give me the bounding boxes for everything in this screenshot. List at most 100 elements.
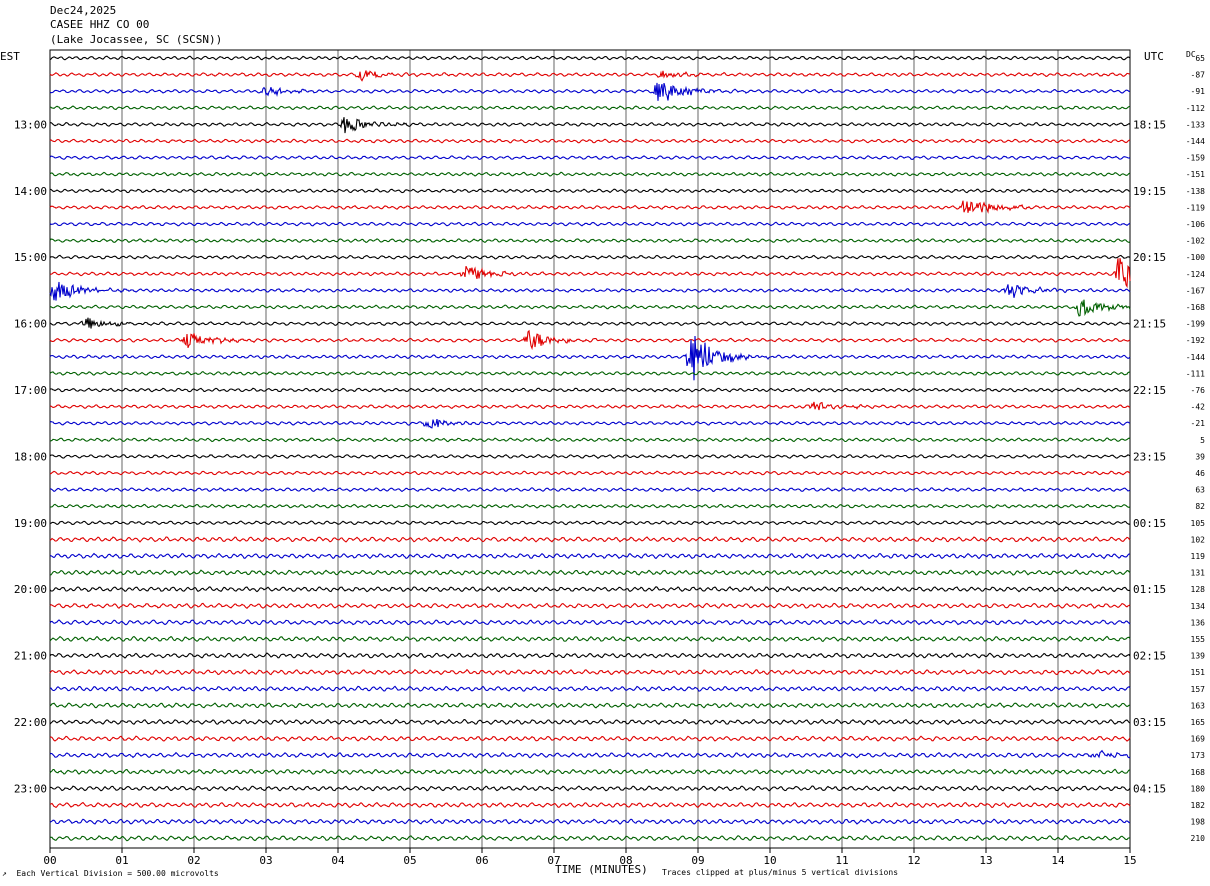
left-hour-label: 16:00 (14, 318, 47, 331)
seismic-trace (49, 105, 1131, 111)
dc-offset-label: -76 (1191, 386, 1206, 395)
left-timezone-label: EST (0, 50, 20, 63)
left-hour-label: 23:00 (14, 782, 47, 795)
seismic-trace (49, 138, 1131, 144)
dc-offset-label: 102 (1191, 535, 1206, 544)
dc-offset-label: -168 (1186, 303, 1205, 312)
dc-offset-label: -133 (1186, 120, 1205, 129)
dc-offset-label: 82 (1195, 502, 1205, 511)
x-tick-label: 00 (43, 854, 56, 867)
x-tick-label: 01 (115, 854, 128, 867)
left-hour-label: 19:00 (14, 517, 47, 530)
dc-offset-label: 65 (1195, 54, 1205, 63)
dc-offset-label: -151 (1186, 170, 1205, 179)
x-tick-label: 03 (259, 854, 272, 867)
dc-offset-label: -124 (1186, 270, 1205, 279)
dc-offset-label: -199 (1186, 320, 1205, 329)
right-hour-label: 04:15 (1133, 782, 1166, 795)
dc-offset-label: -21 (1191, 419, 1206, 428)
seismic-trace (49, 370, 1131, 376)
dc-offset-label: -119 (1186, 203, 1205, 212)
seismic-trace (49, 835, 1131, 842)
dc-offset-label: -100 (1186, 253, 1205, 262)
seismic-trace (50, 487, 1131, 493)
left-hour-label: 22:00 (14, 716, 47, 729)
seismic-trace (49, 718, 1131, 726)
station-location: (Lake Jocassee, SC (SCSN)) (50, 33, 223, 46)
x-tick-label: 12 (907, 854, 920, 867)
x-tick-label: 09 (691, 854, 704, 867)
x-tick-label: 15 (1123, 854, 1136, 867)
x-tick-label: 05 (403, 854, 416, 867)
dc-offset-label: 163 (1191, 701, 1206, 710)
seismic-trace (49, 200, 1131, 214)
left-hour-label: 21:00 (14, 650, 47, 663)
plot-date: Dec24,2025 (50, 4, 117, 17)
dc-offset-label: 198 (1191, 818, 1206, 827)
seismic-trace (49, 619, 1131, 626)
seismic-trace (49, 652, 1131, 659)
dc-offset-label: -87 (1191, 71, 1206, 80)
seismic-trace (49, 171, 1131, 177)
dc-offset-label: 182 (1191, 801, 1206, 810)
right-hour-label: 18:15 (1133, 118, 1166, 131)
seismic-trace (49, 254, 1131, 260)
seismic-trace (49, 335, 1131, 381)
seismic-trace (49, 569, 1131, 576)
seismic-trace (49, 317, 1131, 329)
seismic-trace (49, 117, 1131, 134)
seismic-trace (49, 668, 1131, 676)
dc-offset-label: -167 (1186, 286, 1205, 295)
dc-offset-label: 169 (1191, 735, 1206, 744)
dc-offset-label: 63 (1195, 486, 1205, 495)
station-id: CASEE HHZ CO 00 (50, 18, 150, 31)
seismic-trace (49, 749, 1131, 759)
dc-offset-label: 210 (1191, 834, 1206, 843)
right-timezone-label: UTC (1144, 50, 1164, 63)
scale-note: ↗ Each Vertical Division = 500.00 microv… (2, 869, 219, 878)
right-hour-label: 19:15 (1133, 185, 1166, 198)
dc-offset-label: 46 (1195, 469, 1205, 478)
seismic-trace (49, 437, 1131, 443)
seismic-trace (49, 536, 1131, 543)
right-hour-label: 03:15 (1133, 716, 1166, 729)
right-hour-label: 00:15 (1133, 517, 1166, 530)
dc-offset-label: 5 (1200, 436, 1205, 445)
dc-offset-label: 105 (1191, 519, 1206, 528)
seismic-trace (49, 768, 1131, 776)
dc-offset-label: -112 (1186, 104, 1205, 113)
seismic-trace (49, 70, 1131, 82)
seismic-trace (49, 329, 1131, 351)
seismic-trace (49, 281, 1131, 301)
seismic-trace (49, 520, 1131, 526)
dc-offset-label: 136 (1191, 618, 1206, 627)
seismic-trace (49, 221, 1131, 227)
x-tick-label: 07 (547, 854, 560, 867)
dc-offset-label: -111 (1186, 369, 1205, 378)
x-tick-label: 08 (619, 854, 632, 867)
dc-offset-label: -42 (1191, 403, 1206, 412)
dc-offset-label: -138 (1186, 187, 1205, 196)
dc-offset-label: -144 (1186, 353, 1205, 362)
dc-offset-label: 39 (1195, 452, 1205, 461)
dc-offset-label: 157 (1191, 685, 1206, 694)
dc-offset-header: DC (1186, 50, 1196, 59)
seismic-trace (49, 552, 1131, 560)
dc-offset-label: -144 (1186, 137, 1205, 146)
dc-offset-label: 139 (1191, 652, 1206, 661)
right-hour-label: 21:15 (1133, 318, 1166, 331)
x-tick-label: 13 (979, 854, 992, 867)
dc-offset-label: 134 (1191, 602, 1206, 611)
x-tick-label: 10 (763, 854, 776, 867)
x-tick-label: 06 (475, 854, 488, 867)
right-hour-label: 02:15 (1133, 650, 1166, 663)
x-axis-title: TIME (MINUTES) (555, 863, 648, 876)
left-hour-label: 17:00 (14, 384, 47, 397)
seismic-trace (49, 238, 1131, 244)
dc-offset-label: 165 (1191, 718, 1206, 727)
x-tick-label: 02 (187, 854, 200, 867)
seismic-trace (49, 602, 1131, 610)
right-hour-label: 22:15 (1133, 384, 1166, 397)
x-tick-label: 04 (331, 854, 345, 867)
